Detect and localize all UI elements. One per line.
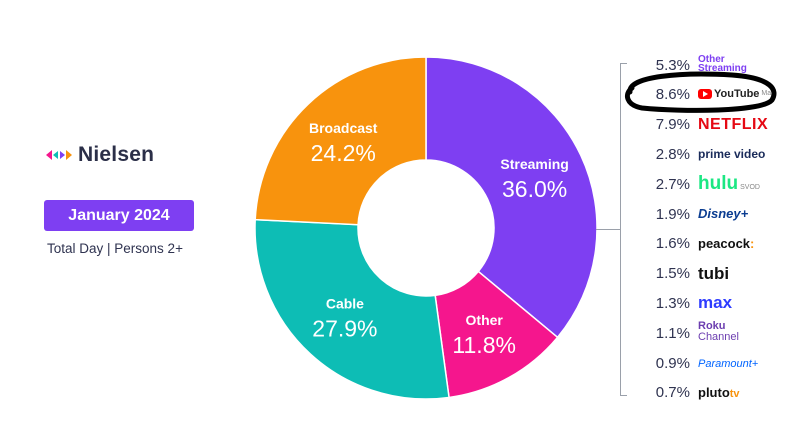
slice-broadcast <box>254 56 427 226</box>
service-logo-paramount-: Paramount+ <box>698 358 759 370</box>
breakdown-value: 7.9% <box>655 116 690 134</box>
service-logo-netflix: NETFLIX <box>698 115 769 133</box>
breakdown-row: 1.5% tubi <box>610 261 729 287</box>
breakdown-row: 0.7% plutotv <box>610 380 740 406</box>
breakdown-value: 5.3% <box>655 56 690 74</box>
breakdown-row: 7.9% NETFLIX <box>610 112 768 138</box>
breakdown-row: 8.6% YouTube Main <box>610 82 777 108</box>
streaming-bracket <box>620 63 627 396</box>
breakdown-value: 1.9% <box>655 205 690 223</box>
nielsen-brand: Nielsen <box>46 143 154 167</box>
breakdown-value: 1.3% <box>655 294 690 312</box>
service-logo-hulu-svod: hulu SVOD <box>698 173 760 195</box>
breakdown-row: 2.7% hulu SVOD <box>610 171 760 197</box>
breakdown-value: 1.1% <box>655 324 690 342</box>
highlight-circle <box>624 71 777 113</box>
breakdown-value: 0.7% <box>655 384 690 402</box>
bracket-connector <box>596 229 620 230</box>
slice-label-broadcast: Broadcast <box>309 120 378 136</box>
breakdown-row: 0.9% Paramount+ <box>610 350 758 376</box>
slice-streaming <box>425 56 598 339</box>
breakdown-value: 2.7% <box>655 175 690 193</box>
breakdown-value: 1.5% <box>655 265 690 283</box>
service-logo-prime-video: prime video <box>698 147 766 162</box>
service-logo-roku-channel: Roku Channel <box>698 320 739 344</box>
breakdown-row: 1.1% Roku Channel <box>610 320 739 346</box>
breakdown-value: 2.8% <box>655 145 690 163</box>
slice-value-streaming: 36.0% <box>502 176 567 202</box>
slice-label-streaming: Streaming <box>500 156 568 172</box>
slice-cable <box>254 218 450 400</box>
scope-label: Total Day | Persons 2+ <box>47 241 183 256</box>
service-logo-tubi: tubi <box>698 263 730 283</box>
breakdown-row: 2.8% prime video <box>610 141 766 167</box>
service-logo-disney-: Disney+ <box>698 206 749 221</box>
breakdown-value: 0.9% <box>655 354 690 372</box>
brand-name: Nielsen <box>78 143 155 166</box>
service-logo-pluto-tv: plutotv <box>698 384 740 400</box>
period-badge: January 2024 <box>44 200 194 231</box>
nielsen-arrows-icon <box>46 150 72 160</box>
slice-value-broadcast: 24.2% <box>311 140 376 166</box>
breakdown-value: 8.6% <box>655 86 690 104</box>
breakdown-row: 1.3% max <box>610 290 732 316</box>
slice-value-cable: 27.9% <box>312 315 377 341</box>
breakdown-row: 1.6% peacock: <box>610 231 755 257</box>
slice-value-other: 11.8% <box>452 332 516 358</box>
service-logo-youtube-main: YouTube Main <box>698 86 777 104</box>
service-logo-max: max <box>698 293 733 313</box>
service-logo-peacock: peacock: <box>698 235 755 251</box>
slice-label-cable: Cable <box>326 295 364 311</box>
slice-label-other: Other <box>466 312 504 328</box>
service-logo-other-streaming: Other Streaming <box>698 53 747 74</box>
breakdown-row: 5.3% Other Streaming <box>610 52 747 78</box>
breakdown-row: 1.9% Disney+ <box>610 201 748 227</box>
breakdown-value: 1.6% <box>655 235 690 253</box>
